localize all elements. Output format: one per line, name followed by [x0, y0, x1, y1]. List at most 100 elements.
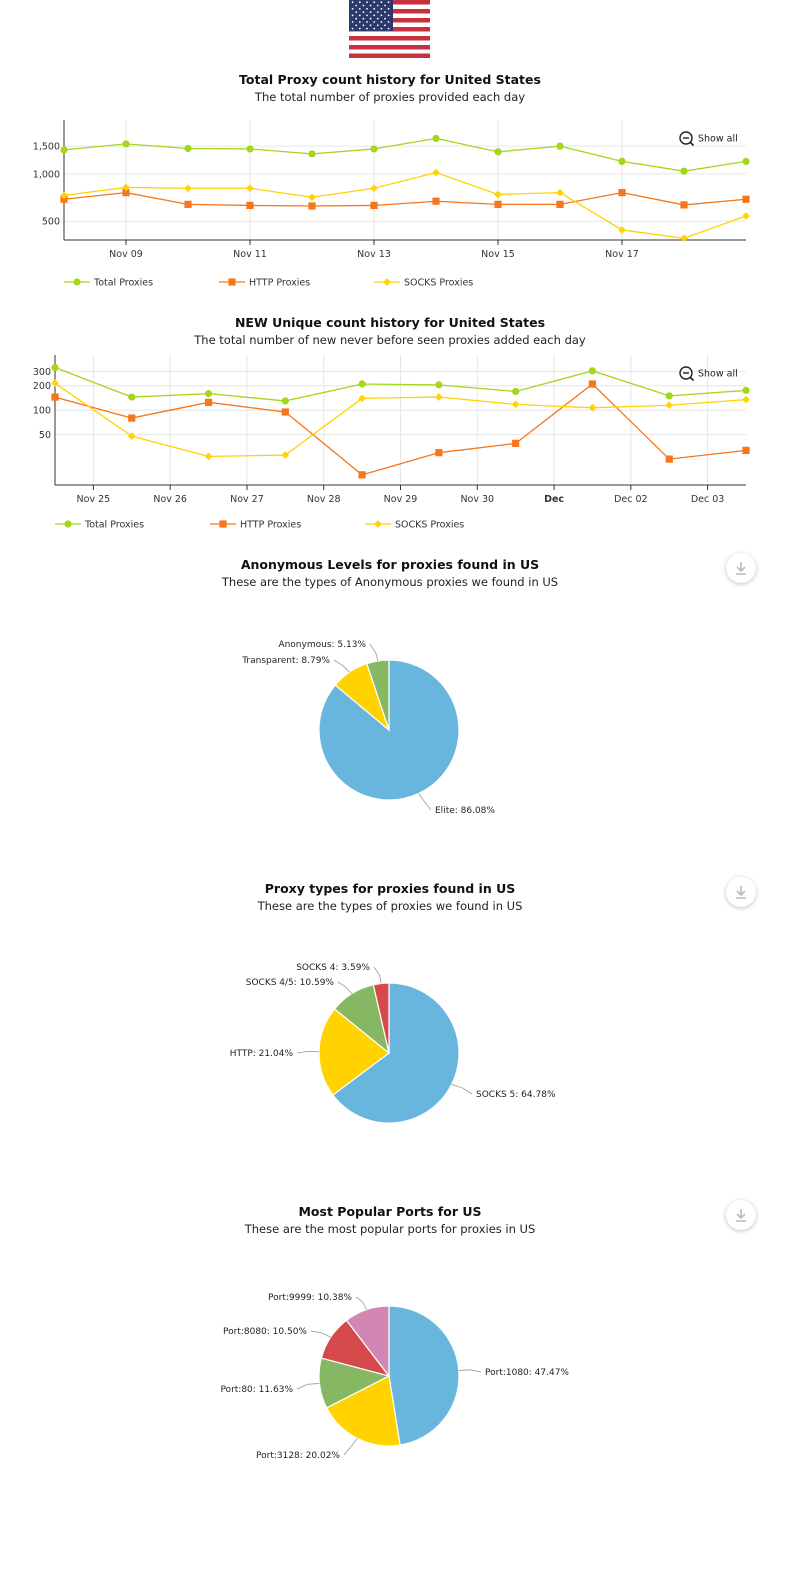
x-tick-label: Dec 03 [691, 494, 725, 505]
x-tick-label: Nov 27 [230, 494, 264, 505]
data-point [494, 190, 502, 199]
data-point [60, 191, 68, 200]
data-point [246, 201, 254, 210]
chart3-subtitle: These are the types of Anonymous proxies… [221, 575, 559, 589]
chart2-title: NEW Unique count history for United Stat… [234, 315, 546, 330]
legend-marker [73, 278, 81, 286]
data-point [184, 144, 192, 153]
pie-slice-label: SOCKS 5: 64.78% [476, 1090, 556, 1100]
data-point [618, 157, 626, 166]
anonymous-levels-pie: Elite: 86.08% Transparent: 8.79% Anonymous… [241, 640, 495, 816]
x-tick-label: Nov 28 [307, 494, 341, 505]
y-tick-label: 50 [39, 430, 51, 441]
data-point [665, 455, 673, 463]
y-tick-label: 100 [33, 406, 51, 417]
data-point [665, 401, 674, 410]
data-point [370, 201, 378, 210]
pie-connector [418, 793, 432, 811]
us-flag-image [349, 0, 430, 62]
data-point [435, 381, 443, 389]
data-point [432, 197, 440, 205]
data-point [358, 394, 366, 403]
zoom-out-icon-handle [689, 141, 695, 147]
data-point [184, 200, 192, 208]
chart4-title: Proxy types for proxies found in US [264, 881, 516, 896]
zoom-out-icon-handle [689, 376, 695, 382]
x-tick-label: Dec [544, 494, 564, 505]
pie-connector [373, 966, 382, 984]
pie-connector [333, 659, 350, 673]
data-point [308, 202, 316, 210]
data-point [60, 146, 68, 154]
chart2-subtitle: The total number of new never before see… [194, 333, 586, 347]
legend-marker [219, 520, 227, 528]
x-tick-label: Nov 25 [77, 494, 111, 505]
data-point [556, 200, 564, 208]
pie-connector [451, 1083, 473, 1095]
download-button-anonymous[interactable] [726, 553, 756, 583]
total-proxy-history-chart: 500 1,000 1,500 Nov 09 Nov 11 Nov 13 Nov 15 Nov… [33, 120, 750, 289]
data-point [128, 414, 136, 422]
data-point [122, 140, 130, 148]
data-point [618, 189, 626, 197]
pie-slice [372, 982, 390, 1054]
legend-marker [383, 278, 391, 286]
pie-connector [369, 643, 379, 662]
legend-label: Total Proxies [93, 278, 153, 289]
data-point [742, 195, 750, 203]
legend-label: Total Proxies [84, 520, 144, 531]
data-point [512, 439, 520, 448]
pie-slice-label: Port:80: 11.63% [220, 1385, 293, 1395]
data-point [680, 167, 688, 175]
data-point [432, 134, 440, 143]
zoom-out-icon [679, 366, 693, 380]
pie-slice [345, 1305, 390, 1378]
chart5-subtitle: These are the most popular ports for pro… [244, 1222, 536, 1236]
data-point [556, 188, 564, 197]
pie-connector [310, 1330, 331, 1338]
legend-marker [228, 278, 236, 286]
y-tick-label: 1,500 [33, 142, 60, 153]
data-point [308, 193, 316, 202]
download-button-ports[interactable] [726, 1200, 756, 1230]
pie-slice [325, 1375, 401, 1447]
x-tick-label: Nov 29 [384, 494, 418, 505]
x-tick-label: Dec 02 [614, 494, 648, 505]
pie-slice [388, 1305, 460, 1446]
download-button-proxy-types[interactable] [726, 877, 756, 907]
data-point [742, 395, 750, 404]
show-all-button[interactable]: Show all [698, 369, 738, 380]
popular-ports-pie: Port:1080: 47.47% Port:3128: 20.02% Port:8… [220, 1293, 569, 1461]
legend-marker [374, 520, 382, 528]
data-point [370, 145, 378, 153]
pie-connector [296, 1051, 320, 1054]
data-point [308, 150, 316, 158]
pie-slice-label: SOCKS 4/5: 10.59% [246, 978, 335, 988]
download-icon [736, 562, 746, 575]
pie-connector [343, 1438, 358, 1456]
series-line [54, 382, 747, 458]
legend-marker [64, 520, 72, 528]
data-point [370, 184, 378, 193]
data-point [281, 397, 289, 405]
zoom-out-icon [679, 131, 693, 145]
data-point [742, 212, 750, 220]
pie-slice-label: Anonymous: 5.13% [278, 640, 366, 650]
data-point [281, 408, 289, 416]
data-point [432, 168, 440, 177]
chart3-title: Anonymous Levels for proxies found in US [240, 557, 540, 572]
pie-slice-label: Port:1080: 47.47% [485, 1368, 569, 1378]
data-point [588, 367, 597, 375]
data-point [435, 393, 443, 401]
y-tick-label: 300 [33, 367, 51, 378]
data-point [556, 142, 564, 150]
pie-slice-label: Transparent: 8.79% [241, 656, 330, 666]
data-point [127, 432, 136, 440]
pie-connector [337, 981, 353, 994]
legend-label: SOCKS Proxies [395, 520, 464, 531]
data-point [742, 157, 750, 166]
series-line [63, 191, 747, 207]
series-line [54, 383, 747, 476]
show-all-button[interactable]: Show all [698, 134, 738, 145]
new-unique-history-chart: 50 100 200 300 Nov 25 Nov 26 Nov 27 Nov 28 Nov 2… [33, 355, 750, 531]
